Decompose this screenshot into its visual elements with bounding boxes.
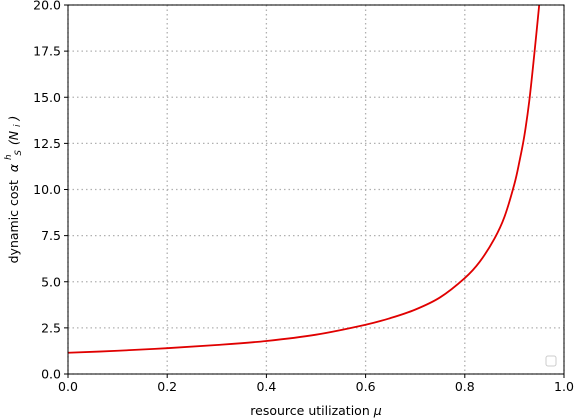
- y-tick-label: 17.5: [33, 44, 61, 59]
- y-axis-label-text: dynamic cost: [6, 180, 21, 263]
- grid: [67, 4, 565, 375]
- y-axis-label-arg-sub: i: [13, 124, 23, 127]
- y-axis-label-close: ): [6, 116, 21, 122]
- y-tick-label: 5.0: [41, 274, 61, 289]
- y-tick-label: 7.5: [41, 228, 61, 243]
- x-tick-label: 0.6: [356, 379, 376, 394]
- y-axis-label-sub: S: [14, 149, 24, 155]
- x-axis: 0.0 0.2 0.4 0.6 0.8 1.0: [58, 374, 574, 394]
- x-tick-label: 0.8: [455, 379, 475, 394]
- x-axis-label: resource utilization μ: [250, 403, 381, 418]
- y-tick-label: 15.0: [33, 90, 61, 105]
- y-axis-label-alpha: α: [6, 163, 21, 172]
- y-tick-label: 0.0: [41, 367, 61, 382]
- y-tick-label: 10.0: [33, 182, 61, 197]
- legend-box: [545, 355, 557, 367]
- y-axis-label-arg: (N: [6, 130, 21, 145]
- x-tick-label: 1.0: [554, 379, 574, 394]
- y-axis-label-sup: h: [4, 154, 14, 159]
- y-tick-label: 2.5: [41, 320, 61, 335]
- x-tick-label: 0.4: [256, 379, 276, 394]
- series-line: [68, 5, 541, 354]
- y-tick-label: 12.5: [33, 136, 61, 151]
- x-tick-label: 0.0: [58, 379, 78, 394]
- y-axis: 0.0 2.5 5.0 7.5 10.0 12.5 15.0 17.5 20.0: [33, 0, 68, 382]
- x-axis-label-text: resource utilization: [250, 403, 369, 418]
- series-layer: [68, 5, 541, 354]
- y-tick-label: 20.0: [33, 0, 61, 13]
- x-tick-label: 0.2: [157, 379, 177, 394]
- y-axis-label: dynamic cost α h S (N i ): [0, 116, 25, 264]
- x-axis-label-symbol: μ: [373, 403, 382, 418]
